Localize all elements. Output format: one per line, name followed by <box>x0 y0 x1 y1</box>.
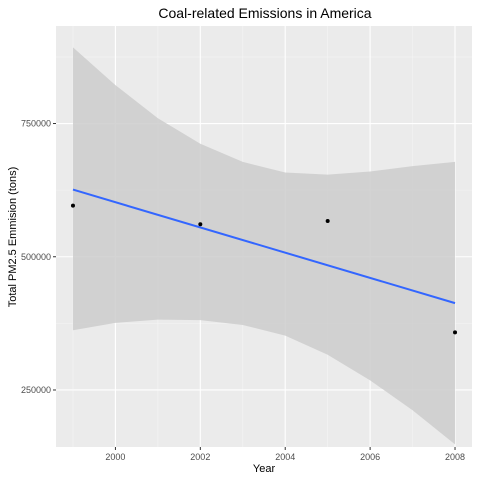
y-tick-label: 750000 <box>21 119 51 129</box>
regression-line <box>72 188 456 305</box>
x-tick-label: 2008 <box>445 452 465 462</box>
data-points <box>70 203 458 335</box>
y-axis: 250000 500000 750000 <box>21 119 56 395</box>
data-point <box>325 219 330 224</box>
x-tick-label: 2000 <box>105 452 125 462</box>
data-point <box>198 222 203 227</box>
x-axis-title: Year <box>253 463 276 475</box>
x-tick-label: 2004 <box>275 452 295 462</box>
x-axis: 2000 2002 2004 2006 2008 <box>105 447 465 462</box>
data-point <box>70 203 75 208</box>
y-tick-label: 250000 <box>21 385 51 395</box>
y-tick-label: 500000 <box>21 252 51 262</box>
x-tick-label: 2002 <box>190 452 210 462</box>
data-point <box>453 330 458 335</box>
y-axis-title: Total PM2.5 Emmision (tons) <box>7 167 19 308</box>
chart-title: Coal-related Emissions in America <box>158 5 371 21</box>
x-tick-label: 2006 <box>360 452 380 462</box>
regression-line-group <box>72 188 456 305</box>
